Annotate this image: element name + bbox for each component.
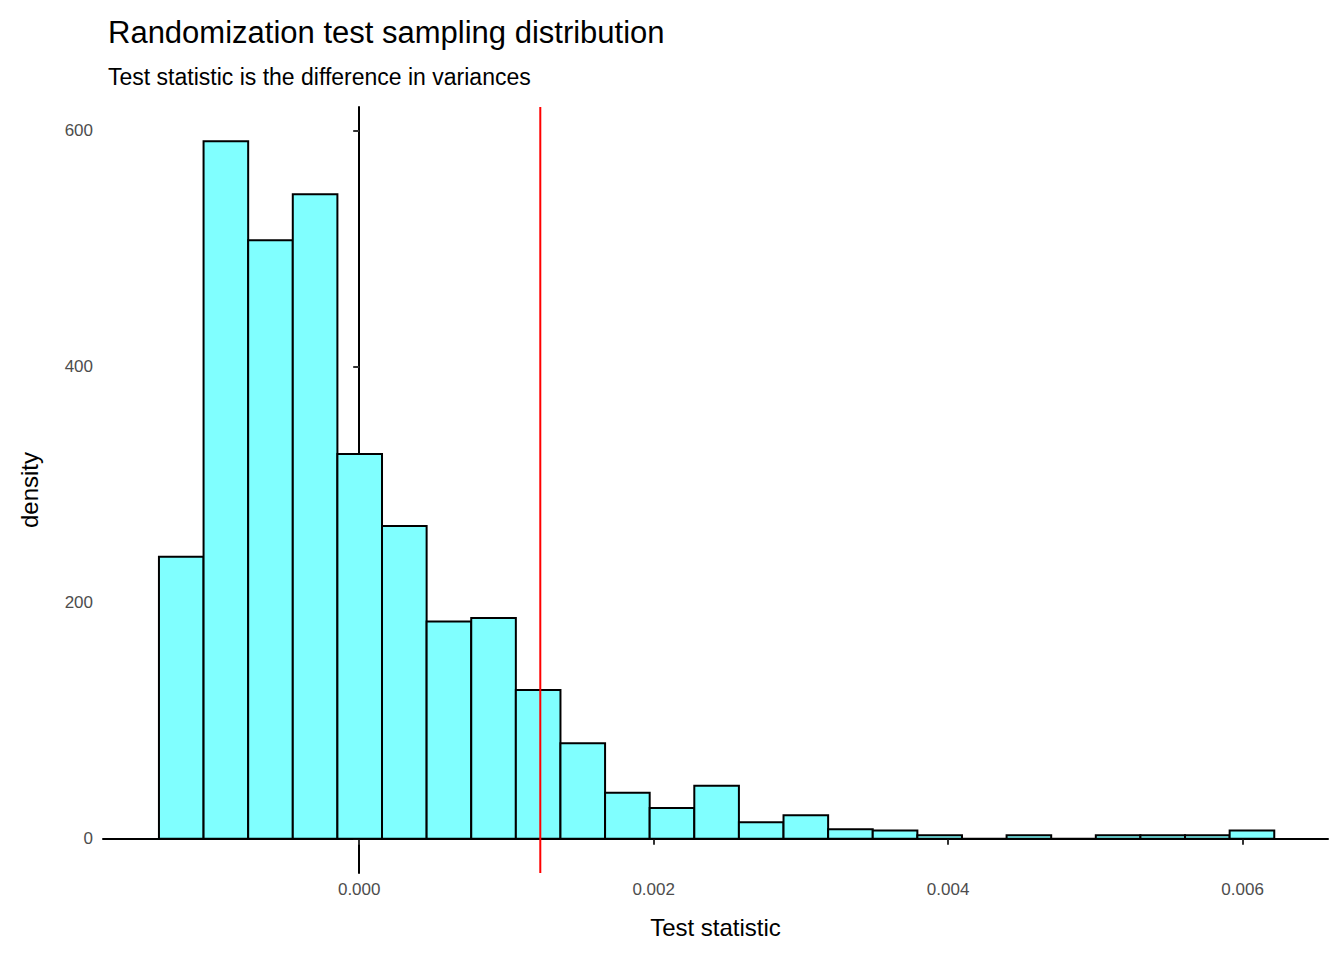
- svg-text:400: 400: [65, 357, 93, 376]
- svg-text:Randomization test sampling di: Randomization test sampling distribution: [108, 15, 665, 50]
- svg-text:0.004: 0.004: [927, 880, 970, 899]
- svg-text:density: density: [16, 452, 43, 528]
- svg-text:Test statistic is the differen: Test statistic is the difference in vari…: [108, 64, 531, 90]
- svg-text:600: 600: [65, 121, 93, 140]
- svg-text:0.000: 0.000: [338, 880, 381, 899]
- svg-text:0.002: 0.002: [632, 880, 675, 899]
- svg-text:0: 0: [84, 829, 93, 848]
- svg-text:0.006: 0.006: [1221, 880, 1264, 899]
- svg-text:Test statistic: Test statistic: [650, 914, 781, 941]
- svg-text:200: 200: [65, 593, 93, 612]
